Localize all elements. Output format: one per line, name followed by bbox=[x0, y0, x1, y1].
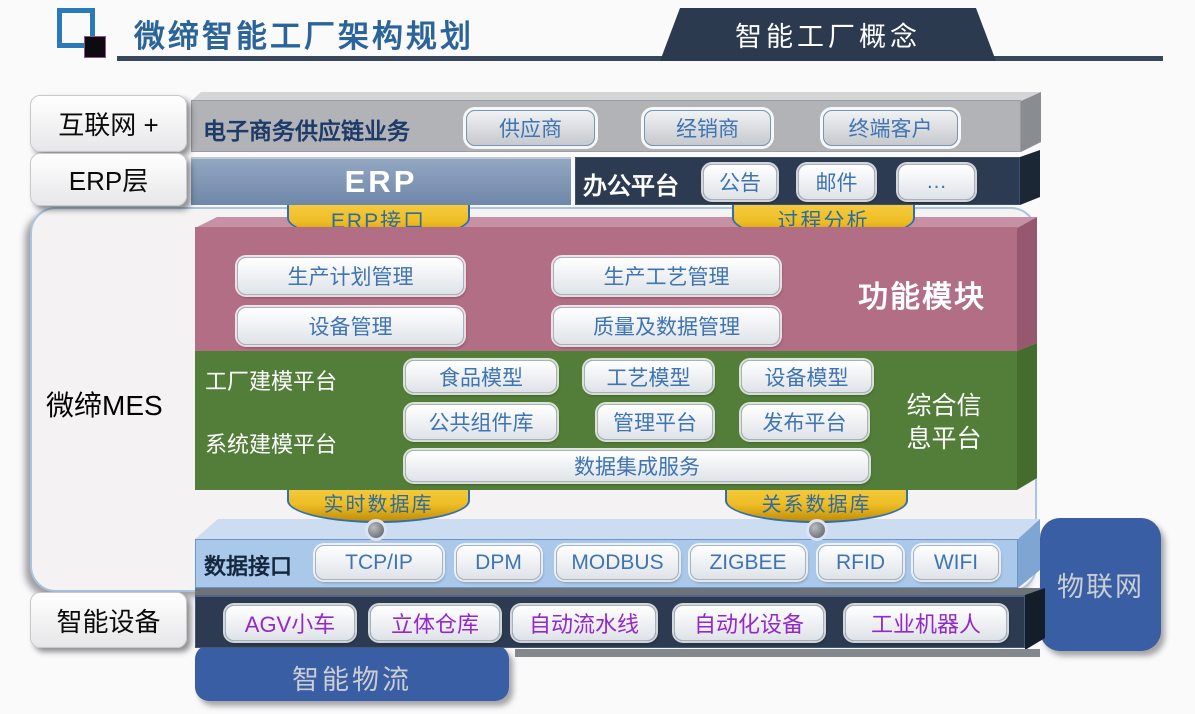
concept-banner: 智能工厂概念 bbox=[660, 8, 996, 61]
gray-bar-top-face bbox=[191, 92, 1041, 101]
food-model-button[interactable]: 食品模型 bbox=[405, 360, 557, 393]
system-modeling-label: 系统建模平台 bbox=[205, 432, 338, 457]
green-block-right-face bbox=[1017, 343, 1037, 490]
publish-platform-button[interactable]: 发布平台 bbox=[741, 404, 868, 440]
rfid-button[interactable]: RFID bbox=[818, 545, 903, 580]
ecommerce-bar-title: 电子商务供应链业务 bbox=[203, 118, 410, 144]
data-bar-shadow bbox=[195, 588, 1040, 596]
office-bar-right-face bbox=[1020, 150, 1040, 205]
supplier-button[interactable]: 供应商 bbox=[466, 110, 595, 146]
pink-block-right-face bbox=[1017, 217, 1037, 351]
pink-block-top-face bbox=[195, 217, 1037, 228]
logistics-box: 智能物流 bbox=[195, 645, 509, 701]
automation-equipment-button[interactable]: 自动化设备 bbox=[674, 605, 824, 641]
mail-button[interactable]: 邮件 bbox=[798, 164, 875, 200]
data-integration-button[interactable]: 数据集成服务 bbox=[405, 450, 869, 482]
data-bar-right-face bbox=[1018, 519, 1040, 588]
title-underline bbox=[117, 56, 1163, 61]
connector-dot bbox=[806, 519, 828, 541]
agv-button[interactable]: AGV小车 bbox=[225, 605, 355, 641]
factory-modeling-label: 工厂建模平台 bbox=[205, 369, 338, 394]
common-components-button[interactable]: 公共组件库 bbox=[405, 404, 557, 440]
tab-erp-layer: ERP层 bbox=[30, 153, 187, 206]
process-model-button[interactable]: 工艺模型 bbox=[584, 360, 713, 393]
tab-internet: 互联网 + bbox=[30, 95, 187, 152]
data-bar-top-face bbox=[195, 519, 1040, 539]
end-customer-button[interactable]: 终端客户 bbox=[823, 110, 958, 146]
production-process-button[interactable]: 生产工艺管理 bbox=[553, 257, 780, 295]
data-interface-label: 数据接口 bbox=[204, 554, 293, 579]
connector-dot bbox=[365, 519, 387, 541]
logo-icon bbox=[57, 8, 95, 48]
tcpip-button[interactable]: TCP/IP bbox=[315, 545, 443, 580]
function-module-title: 功能模块 bbox=[858, 281, 986, 314]
industrial-robot-button[interactable]: 工业机器人 bbox=[845, 605, 1007, 641]
device-bar-right-face bbox=[1025, 588, 1045, 650]
zigbee-button[interactable]: ZIGBEE bbox=[690, 545, 806, 580]
page-title: 微缔智能工厂架构规划 bbox=[134, 19, 474, 54]
realtime-db-connector: 实时数据库 bbox=[287, 486, 470, 523]
info-platform-title: 综合信息平台 bbox=[906, 392, 982, 453]
equipment-mgmt-button[interactable]: 设备管理 bbox=[237, 307, 464, 345]
assembly-line-button[interactable]: 自动流水线 bbox=[512, 605, 656, 641]
quality-data-button[interactable]: 质量及数据管理 bbox=[553, 307, 780, 345]
iot-box: 物联网 bbox=[1040, 518, 1161, 651]
logo-icon-square bbox=[84, 36, 106, 58]
mes-panel-label: 微缔MES bbox=[46, 390, 163, 421]
production-plan-button[interactable]: 生产计划管理 bbox=[237, 257, 464, 295]
device-bar-shadow bbox=[515, 649, 1040, 657]
mgmt-platform-button[interactable]: 管理平台 bbox=[597, 404, 713, 440]
distributor-button[interactable]: 经销商 bbox=[644, 110, 771, 146]
more-button[interactable]: … bbox=[898, 164, 975, 200]
wifi-button[interactable]: WIFI bbox=[913, 545, 999, 580]
equipment-model-button[interactable]: 设备模型 bbox=[741, 360, 872, 393]
tab-smart-devices: 智能设备 bbox=[30, 592, 187, 648]
office-platform-label: 办公平台 bbox=[583, 173, 679, 200]
erp-bar: ERP bbox=[191, 157, 571, 205]
modbus-button[interactable]: MODBUS bbox=[556, 545, 679, 580]
announcement-button[interactable]: 公告 bbox=[703, 164, 777, 200]
gray-bar-right-face bbox=[1021, 92, 1041, 152]
dpm-button[interactable]: DPM bbox=[456, 545, 541, 580]
warehouse-button[interactable]: 立体仓库 bbox=[370, 605, 500, 641]
